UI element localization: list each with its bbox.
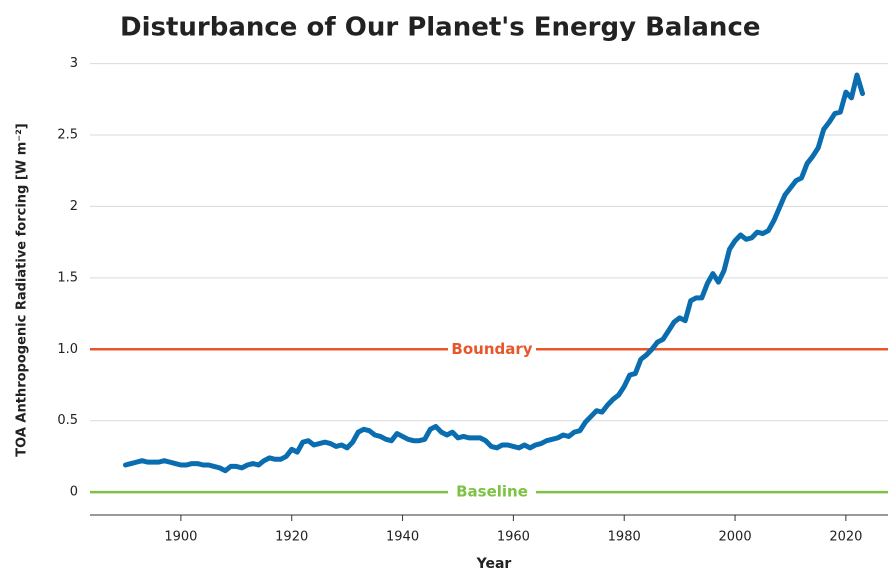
x-axis-label: Year — [476, 556, 512, 572]
y-tick-label: 0 — [70, 485, 78, 500]
reference-label: Boundary — [451, 340, 532, 358]
x-tick-label: 1920 — [275, 530, 308, 545]
y-tick-label: 2 — [70, 199, 78, 214]
y-tick-label: 2.5 — [57, 128, 78, 143]
y-tick-label: 0.5 — [57, 413, 78, 428]
x-tick-label: 2020 — [829, 530, 862, 545]
y-axis-label: TOA Anthropogenic Radiative forcing [W m… — [15, 123, 30, 457]
y-tick-label: 1.0 — [57, 342, 78, 357]
x-tick-label: 2000 — [719, 530, 752, 545]
y-tick-label: 3 — [70, 56, 78, 71]
data-line — [122, 72, 866, 474]
reference-label-bg — [448, 482, 536, 503]
x-tick-label: 1980 — [608, 530, 641, 545]
chart-title: Disturbance of Our Planet's Energy Balan… — [120, 13, 761, 43]
x-tick-label: 1960 — [497, 530, 530, 545]
reference-label: Baseline — [456, 483, 528, 501]
x-tick-label: 1940 — [386, 530, 419, 545]
y-tick-label: 1.5 — [57, 270, 78, 285]
reference-label-bg — [448, 339, 536, 360]
x-tick-label: 1900 — [164, 530, 197, 545]
